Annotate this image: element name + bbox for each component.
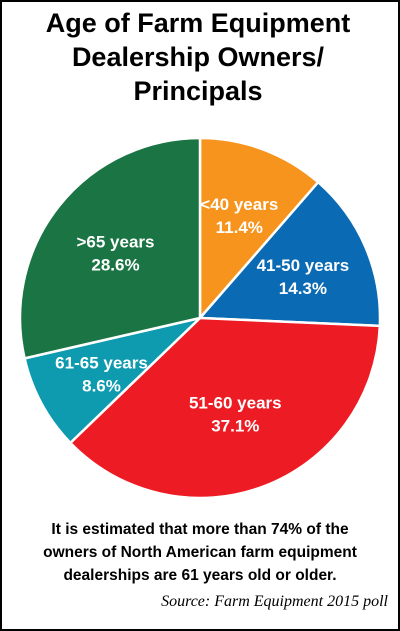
slice-category-label: >65 years	[77, 233, 155, 252]
footnote-line-2: owners of North American farm equipment	[43, 544, 357, 561]
chart-title: Age of Farm Equipment Dealership Owners/…	[0, 6, 396, 108]
slice-value-label: 14.3%	[279, 279, 327, 298]
pie-slice	[198, 136, 320, 320]
slice-value-label: 28.6%	[91, 256, 139, 275]
title-line-3: Principals	[133, 76, 263, 106]
pie-labels: <40 years 11.4% 41-50 years 14.3% 51-60 year…	[55, 195, 349, 435]
source-credit: Source: Farm Equipment 2015 poll	[161, 593, 388, 610]
title-line-1: Age of Farm Equipment	[45, 8, 351, 38]
slice-category-label: <40 years	[200, 195, 278, 214]
slice-category-label: 51-60 years	[189, 394, 282, 413]
slice-category-label: 41-50 years	[257, 256, 350, 275]
footnote-line-1: It is estimated that more than 74% of th…	[51, 521, 349, 538]
footnote: It is estimated that more than 74% of th…	[10, 518, 390, 587]
slice-value-label: 11.4%	[216, 218, 263, 237]
pie-slice	[69, 316, 382, 500]
pie-slices	[18, 136, 382, 500]
footnote-line-3: dealerships are 61 years old or older.	[63, 567, 337, 584]
title-line-2: Dealership Owners/	[71, 42, 325, 72]
pie-slice	[18, 136, 202, 360]
slice-category-label: 61-65 years	[55, 353, 148, 372]
pie-slice	[198, 180, 382, 328]
slice-value-label: 8.6%	[82, 376, 121, 395]
slice-value-label: 37.1%	[211, 417, 259, 436]
